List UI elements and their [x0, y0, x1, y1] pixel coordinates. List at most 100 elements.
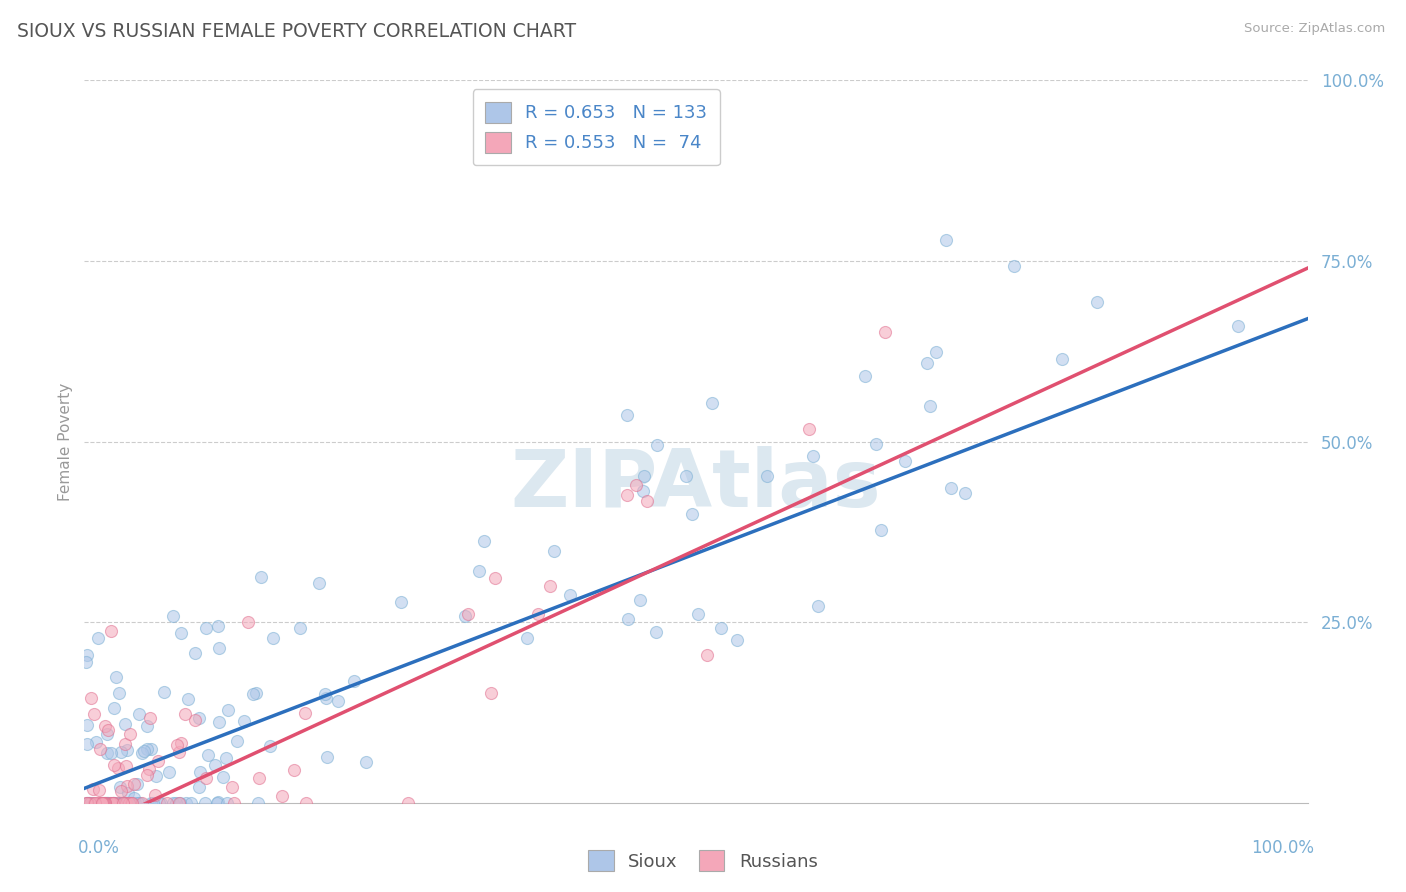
Point	[166, 796, 188, 810]
Point	[474, 534, 496, 549]
Point	[90, 796, 112, 810]
Point	[259, 739, 281, 754]
Point	[162, 608, 184, 623]
Point	[681, 507, 703, 521]
Point	[138, 762, 160, 776]
Point	[131, 796, 153, 810]
Point	[675, 469, 697, 483]
Point	[100, 746, 122, 760]
Point	[82, 796, 104, 810]
Point	[873, 325, 896, 339]
Point	[135, 768, 157, 782]
Point	[136, 718, 159, 732]
Point	[177, 692, 200, 706]
Point	[87, 783, 110, 797]
Point	[150, 796, 173, 810]
Point	[83, 796, 105, 810]
Point	[354, 755, 377, 769]
Legend: Sioux, Russians: Sioux, Russians	[581, 843, 825, 879]
Point	[170, 736, 193, 750]
Text: 0.0%: 0.0%	[79, 838, 120, 857]
Point	[915, 356, 938, 370]
Point	[141, 742, 163, 756]
Point	[103, 796, 125, 810]
Point	[108, 686, 131, 700]
Point	[194, 771, 217, 785]
Point	[396, 796, 419, 810]
Point	[100, 796, 122, 810]
Point	[84, 796, 107, 810]
Point	[77, 796, 100, 810]
Point	[103, 796, 125, 810]
Point	[108, 780, 131, 794]
Point	[162, 796, 184, 810]
Point	[124, 796, 146, 810]
Point	[560, 588, 582, 602]
Point	[207, 796, 229, 810]
Point	[148, 796, 170, 810]
Point	[183, 713, 205, 727]
Point	[807, 599, 830, 613]
Point	[79, 796, 101, 810]
Point	[101, 796, 124, 810]
Point	[526, 607, 548, 622]
Point	[138, 711, 160, 725]
Point	[111, 796, 134, 810]
Point	[136, 742, 159, 756]
Point	[262, 631, 284, 645]
Point	[869, 523, 891, 537]
Point	[516, 631, 538, 645]
Point	[97, 796, 120, 810]
Point	[246, 796, 269, 810]
Point	[93, 796, 115, 810]
Point	[797, 422, 820, 436]
Point	[624, 477, 647, 491]
Point	[105, 670, 128, 684]
Point	[76, 796, 98, 810]
Point	[83, 706, 105, 721]
Point	[328, 694, 350, 708]
Point	[647, 438, 669, 452]
Point	[631, 483, 654, 498]
Point	[87, 796, 110, 810]
Text: ZIPAtlas: ZIPAtlas	[510, 446, 882, 524]
Point	[208, 640, 231, 655]
Point	[114, 796, 136, 810]
Point	[124, 777, 146, 791]
Point	[89, 796, 111, 810]
Point	[628, 593, 651, 607]
Point	[184, 646, 207, 660]
Point	[217, 703, 239, 717]
Point	[702, 396, 724, 410]
Point	[79, 690, 101, 705]
Point	[645, 625, 668, 640]
Point	[389, 595, 412, 609]
Point	[96, 796, 118, 810]
Point	[207, 795, 229, 809]
Point	[129, 796, 152, 810]
Point	[174, 707, 197, 722]
Point	[94, 796, 117, 810]
Point	[127, 796, 149, 810]
Point	[479, 686, 502, 700]
Point	[107, 761, 129, 775]
Point	[468, 564, 491, 578]
Point	[96, 796, 118, 810]
Point	[96, 746, 118, 760]
Point	[131, 747, 153, 761]
Point	[139, 796, 162, 810]
Point	[156, 796, 179, 810]
Point	[89, 742, 111, 756]
Point	[103, 796, 125, 810]
Point	[96, 727, 118, 741]
Point	[82, 782, 104, 797]
Point	[207, 619, 229, 633]
Point	[454, 609, 477, 624]
Text: 100.0%: 100.0%	[1251, 838, 1313, 857]
Point	[315, 750, 337, 764]
Point	[315, 690, 337, 705]
Point	[636, 494, 658, 508]
Point	[169, 626, 191, 640]
Point	[188, 764, 211, 779]
Point	[75, 655, 97, 669]
